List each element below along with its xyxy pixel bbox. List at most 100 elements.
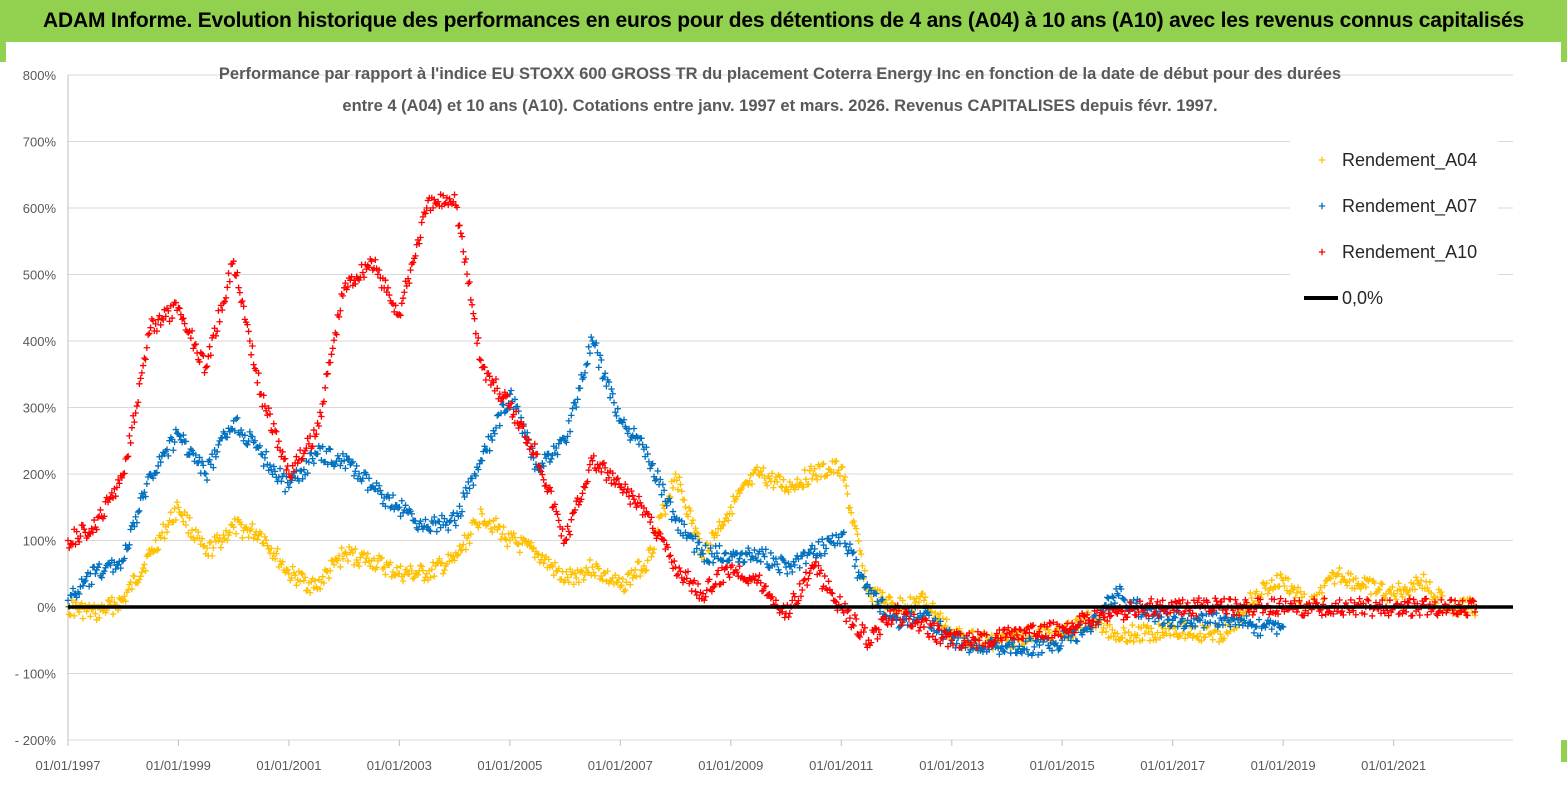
data-point: [627, 581, 634, 588]
data-point: [249, 520, 256, 528]
data-point: [241, 432, 249, 439]
data-point: [224, 434, 231, 441]
data-point: [565, 579, 573, 586]
data-point: [1043, 623, 1051, 630]
data-point: [239, 297, 246, 305]
resize-handle-top-right[interactable]: [1561, 40, 1567, 62]
data-point: [232, 415, 240, 423]
data-point: [378, 554, 385, 561]
data-point: [131, 573, 138, 580]
data-point: [1259, 609, 1267, 616]
data-point: [299, 455, 306, 462]
data-point: [599, 375, 606, 382]
data-point: [1135, 608, 1142, 616]
data-point: [249, 433, 256, 440]
data-point: [861, 567, 869, 574]
data-point: [640, 504, 648, 512]
data-point: [975, 637, 983, 644]
data-point: [143, 344, 151, 351]
data-point: [836, 472, 844, 480]
data-point: [1052, 628, 1060, 635]
data-point: [1148, 625, 1155, 632]
data-point: [919, 590, 926, 597]
data-point: [1188, 619, 1195, 627]
data-point: [441, 515, 448, 522]
data-point: [315, 422, 323, 430]
data-point: [157, 458, 164, 466]
data-point: [437, 560, 444, 567]
data-point: [424, 523, 432, 531]
data-point: [342, 465, 349, 472]
data-point: [215, 441, 222, 449]
data-point: [136, 380, 143, 388]
data-point: [1454, 611, 1461, 618]
data-point: [836, 593, 844, 600]
data-point: [660, 487, 668, 494]
x-tick-label: 01/01/1999: [146, 758, 211, 773]
data-point: [131, 523, 138, 530]
data-point: [1253, 623, 1260, 630]
data-point: [998, 637, 1006, 644]
data-point: [815, 538, 822, 546]
data-point: [1159, 597, 1166, 604]
data-point: [203, 544, 211, 552]
data-point: [983, 631, 990, 638]
data-point: [417, 517, 424, 525]
data-point: [967, 639, 974, 646]
data-point: [221, 430, 228, 437]
data-point: [89, 529, 97, 536]
data-point: [850, 517, 857, 525]
data-point: [180, 431, 187, 439]
data-point: [1412, 574, 1420, 581]
data-point: [1268, 577, 1275, 584]
data-point: [618, 582, 625, 589]
data-point: [550, 572, 557, 579]
data-point: [1371, 579, 1378, 587]
data-point: [172, 426, 180, 433]
data-point: [554, 511, 561, 518]
data-point: [1127, 632, 1135, 639]
data-point: [1184, 599, 1191, 607]
data-point: [1386, 596, 1394, 604]
resize-handle-bottom-right[interactable]: [1561, 740, 1567, 762]
x-tick-label: 01/01/2009: [698, 758, 763, 773]
data-point: [108, 489, 116, 497]
resize-handle-top-left[interactable]: [0, 40, 6, 62]
data-point: [553, 444, 560, 452]
data-point: [353, 462, 360, 470]
data-point: [500, 523, 507, 531]
data-point: [898, 621, 905, 629]
data-point: [1136, 598, 1144, 605]
data-point: [727, 504, 735, 511]
data-point: [871, 589, 879, 597]
data-point: [1110, 594, 1117, 601]
data-point: [355, 470, 363, 478]
data-point: [1301, 590, 1308, 598]
data-point: [121, 555, 128, 562]
data-point: [397, 563, 404, 570]
data-point: [242, 523, 250, 531]
data-point: [1170, 613, 1178, 620]
data-point: [320, 398, 328, 405]
data-point: [285, 570, 293, 577]
data-point: [310, 460, 318, 467]
data-point: [583, 564, 590, 572]
data-point: [234, 414, 241, 421]
data-point: [1362, 583, 1370, 591]
data-point: [991, 638, 998, 645]
data-point: [942, 629, 949, 636]
data-point: [144, 331, 152, 338]
data-point: [451, 557, 458, 564]
data-point: [486, 447, 493, 454]
data-point: [206, 456, 213, 464]
data-point: [1185, 631, 1193, 638]
data-point: [1434, 612, 1441, 619]
data-point: [1352, 611, 1360, 618]
data-point: [1029, 622, 1037, 629]
data-point: [821, 550, 828, 557]
data-point: [1172, 614, 1179, 621]
data-point: [624, 485, 631, 493]
data-point: [1212, 620, 1219, 627]
data-point: [599, 460, 606, 467]
data-point: [423, 204, 430, 212]
